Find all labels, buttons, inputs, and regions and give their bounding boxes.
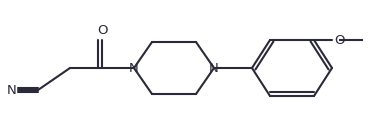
Text: N: N (209, 63, 219, 75)
Text: O: O (97, 24, 107, 37)
Text: N: N (129, 63, 139, 75)
Text: O: O (334, 33, 344, 46)
Text: N: N (6, 84, 16, 96)
